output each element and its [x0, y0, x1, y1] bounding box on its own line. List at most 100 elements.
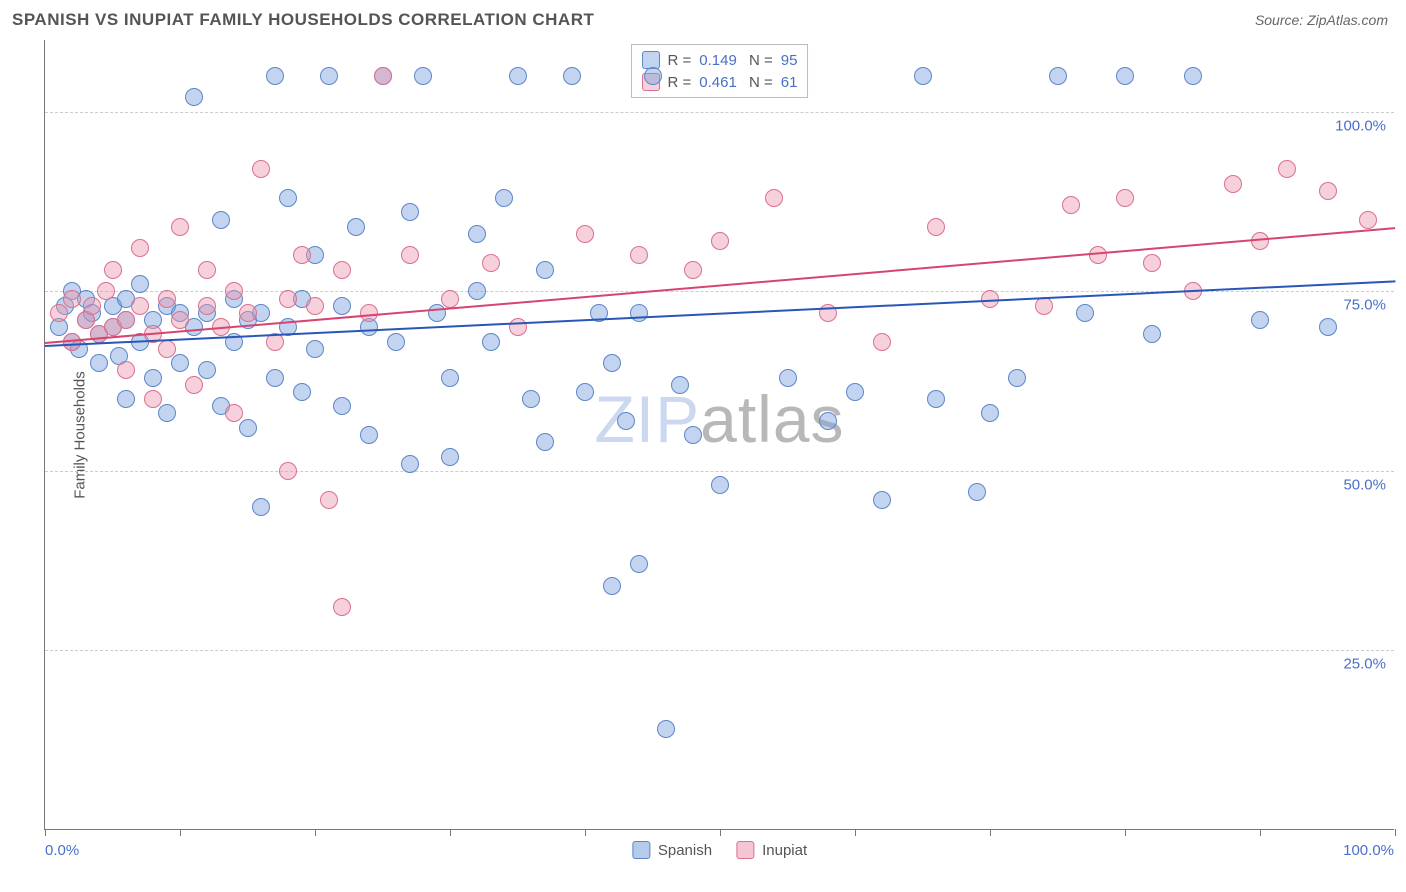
data-point — [117, 311, 135, 329]
x-tick — [990, 829, 991, 836]
data-point — [320, 67, 338, 85]
data-point — [1319, 182, 1337, 200]
data-point — [603, 354, 621, 372]
data-point — [1116, 67, 1134, 85]
y-tick-label: 25.0% — [1343, 656, 1386, 673]
data-point — [50, 304, 68, 322]
chart-container: Family Households ZIPatlas R = 0.149 N =… — [44, 40, 1394, 830]
x-tick — [855, 829, 856, 836]
data-point — [509, 67, 527, 85]
data-point — [1143, 254, 1161, 272]
data-point — [711, 476, 729, 494]
data-point — [765, 189, 783, 207]
plot-area: ZIPatlas R = 0.149 N = 95 R = 0.461 N = … — [44, 40, 1394, 830]
x-axis-label: 0.0% — [45, 842, 79, 859]
data-point — [482, 333, 500, 351]
chart-title: SPANISH VS INUPIAT FAMILY HOUSEHOLDS COR… — [12, 10, 594, 30]
x-tick — [45, 829, 46, 836]
data-point — [387, 333, 405, 351]
data-point — [104, 261, 122, 279]
data-point — [212, 211, 230, 229]
data-point — [158, 290, 176, 308]
data-point — [144, 369, 162, 387]
data-point — [509, 318, 527, 336]
legend-r-value-inupiat: 0.461 — [699, 74, 737, 91]
gridline — [45, 471, 1394, 472]
data-point — [333, 297, 351, 315]
data-point — [171, 311, 189, 329]
data-point — [266, 369, 284, 387]
data-point — [846, 383, 864, 401]
data-point — [158, 340, 176, 358]
data-point — [90, 354, 108, 372]
data-point — [441, 448, 459, 466]
data-point — [306, 340, 324, 358]
data-point — [1278, 160, 1296, 178]
data-point — [117, 361, 135, 379]
data-point — [617, 412, 635, 430]
source-attribution: Source: ZipAtlas.com — [1255, 12, 1388, 28]
data-point — [1359, 211, 1377, 229]
data-point — [252, 498, 270, 516]
data-point — [914, 67, 932, 85]
data-point — [239, 419, 257, 437]
data-point — [198, 361, 216, 379]
legend-label-inupiat: Inupiat — [762, 842, 807, 859]
x-tick — [1260, 829, 1261, 836]
data-point — [198, 261, 216, 279]
legend-n-label: N = — [745, 52, 773, 69]
data-point — [1184, 67, 1202, 85]
data-point — [360, 426, 378, 444]
data-point — [333, 261, 351, 279]
data-point — [333, 397, 351, 415]
legend-item-spanish: Spanish — [632, 841, 712, 859]
data-point — [185, 88, 203, 106]
x-tick — [720, 829, 721, 836]
data-point — [1251, 311, 1269, 329]
legend-row-inupiat: R = 0.461 N = 61 — [642, 71, 798, 93]
data-point — [1224, 175, 1242, 193]
data-point — [252, 160, 270, 178]
data-point — [482, 254, 500, 272]
data-point — [684, 261, 702, 279]
data-point — [684, 426, 702, 444]
x-tick — [450, 829, 451, 836]
data-point — [131, 275, 149, 293]
data-point — [873, 491, 891, 509]
data-point — [414, 67, 432, 85]
data-point — [374, 67, 392, 85]
watermark-part-a: ZIP — [594, 382, 700, 456]
data-point — [1062, 196, 1080, 214]
data-point — [468, 282, 486, 300]
data-point — [333, 598, 351, 616]
x-tick — [1125, 829, 1126, 836]
data-point — [266, 67, 284, 85]
data-point — [293, 383, 311, 401]
data-point — [576, 383, 594, 401]
data-point — [630, 304, 648, 322]
data-point — [536, 433, 554, 451]
y-tick-label: 100.0% — [1335, 117, 1386, 134]
legend-swatch-spanish — [632, 841, 650, 859]
data-point — [671, 376, 689, 394]
data-point — [239, 304, 257, 322]
data-point — [1089, 246, 1107, 264]
data-point — [198, 297, 216, 315]
data-point — [320, 491, 338, 509]
data-point — [1319, 318, 1337, 336]
data-point — [1076, 304, 1094, 322]
data-point — [927, 390, 945, 408]
data-point — [306, 297, 324, 315]
legend-swatch-inupiat — [736, 841, 754, 859]
data-point — [630, 555, 648, 573]
legend-n-value-spanish: 95 — [781, 52, 798, 69]
x-axis-label: 100.0% — [1343, 842, 1394, 859]
data-point — [657, 720, 675, 738]
data-point — [117, 390, 135, 408]
data-point — [441, 369, 459, 387]
data-point — [563, 67, 581, 85]
x-tick — [585, 829, 586, 836]
data-point — [495, 189, 513, 207]
data-point — [171, 218, 189, 236]
data-point — [968, 483, 986, 501]
